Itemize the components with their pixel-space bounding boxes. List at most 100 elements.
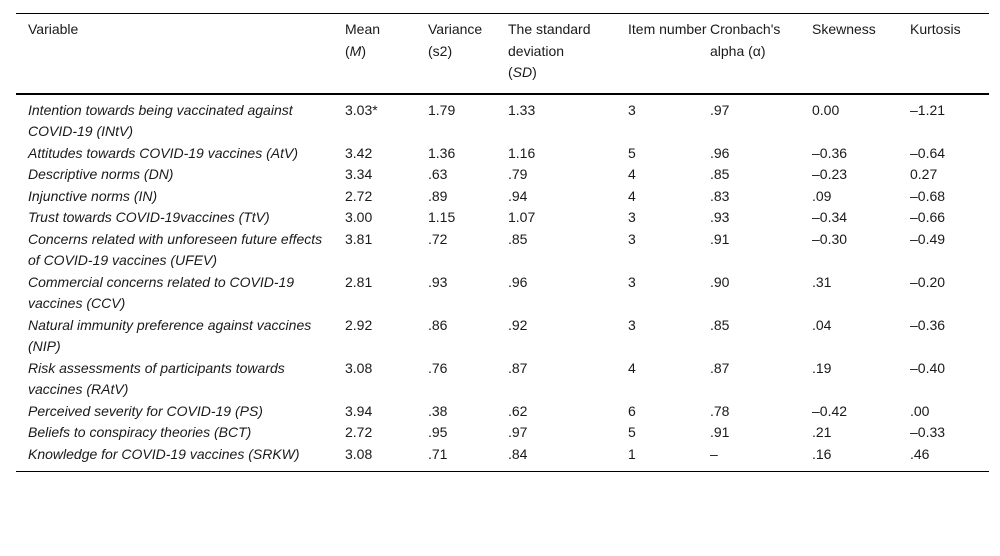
item-number-cell: 3 [628,316,636,333]
item-number-cell: 1 [628,443,710,472]
column-header-variable-label: Variable [28,21,79,37]
standard-deviation-cell: .84 [508,443,628,472]
skewness-cell: –0.36 [812,144,848,161]
cronbach-alpha-cell: .91 [710,230,730,247]
skewness-cell: –0.23 [812,166,848,182]
mean-cell: 3.08 [345,359,373,376]
variance-cell: .71 [428,443,508,472]
kurtosis-cell: –0.64 [910,144,946,161]
kurtosis-cell: –0.66 [910,209,946,225]
mean-cell: 2.72 [345,424,373,440]
mean-cell: 3.03* [345,101,378,118]
mean-cell: 3.42 [345,144,373,161]
mean-cell: 3.81 [345,230,373,247]
variance-cell: .86 [428,316,448,333]
skewness-cell: –0.42 [812,402,848,419]
kurtosis-cell: –1.21 [910,101,946,118]
cronbach-alpha-cell: .85 [710,166,730,182]
variable-cell: Beliefs to conspiracy theories (BCT) [28,424,252,440]
column-header-kurtosis: Kurtosis [910,13,989,95]
column-header-mean: Mean (M) [345,13,428,95]
variable-cell: Attitudes towards COVID-19 vaccines (AtV… [28,144,298,161]
kurtosis-cell: .46 [910,443,989,472]
standard-deviation-cell: .85 [508,230,528,247]
variance-cell: 1.15 [428,209,456,225]
table-header: Variable Mean (M) Variance (s2) The stan… [16,13,989,95]
column-header-kurtosis-label: Kurtosis [910,21,961,37]
item-number-cell: 6 [628,402,636,419]
skewness-cell: .09 [812,187,832,204]
variance-cell: .76 [428,359,448,376]
standard-deviation-cell: .94 [508,187,528,204]
variable-cell: Knowledge for COVID-19 vaccines (SRKW) [16,443,345,472]
variance-cell: .38 [428,402,448,419]
standard-deviation-cell: .97 [508,424,528,440]
item-number-cell: 5 [628,144,636,161]
skewness-cell: .31 [812,273,832,290]
standard-deviation-cell: 1.16 [508,144,536,161]
table-row: Commercial concerns related to COVID-19 … [16,272,989,315]
column-header-standard-deviation-symbol: (SD) [508,64,537,80]
table-row: Concerns related with unforeseen future … [16,229,989,272]
kurtosis-cell: –0.20 [910,273,946,290]
skewness-cell: .19 [812,359,832,376]
kurtosis-cell: –0.33 [910,424,946,440]
mean-cell: 3.34 [345,166,373,182]
item-number-cell: 3 [628,230,636,247]
item-number-cell: 4 [628,359,636,376]
variable-cell: Natural immunity preference against vacc… [28,316,312,355]
cronbach-alpha-cell: .91 [710,424,730,440]
mean-cell: 2.92 [345,316,373,333]
table-row: Perceived severity for COVID-19 (PS) 3.9… [16,401,989,423]
mean-cell: 3.94 [345,402,373,419]
cronbach-alpha-cell: .85 [710,316,730,333]
column-header-variable: Variable [16,13,345,95]
table-row: Trust towards COVID-19vaccines (TtV) 3.0… [16,207,989,229]
variance-cell: .72 [428,230,448,247]
variance-cell: .95 [428,424,448,440]
skewness-cell: .04 [812,316,832,333]
standard-deviation-cell: .62 [508,402,528,419]
descriptive-statistics-table-container: Variable Mean (M) Variance (s2) The stan… [16,13,989,472]
table-body: Intention towards being vaccinated again… [16,94,989,472]
column-header-skewness-label: Skewness [812,21,876,37]
column-header-mean-label: Mean [345,21,381,37]
item-number-cell: 3 [628,273,636,290]
skewness-cell: –0.30 [812,230,848,247]
column-header-variance-label: Variance [428,21,483,37]
cronbach-alpha-cell: .97 [710,101,730,118]
cronbach-alpha-cell: .96 [710,144,730,161]
column-header-item-number-label: Item number [628,21,707,37]
variable-cell: Concerns related with unforeseen future … [28,230,323,269]
standard-deviation-cell: 1.07 [508,209,536,225]
column-header-item-number: Item number [628,13,710,95]
standard-deviation-cell: .96 [508,273,528,290]
standard-deviation-cell: .92 [508,316,528,333]
cronbach-alpha-cell: .87 [710,359,730,376]
skewness-cell: –0.34 [812,209,848,225]
column-header-standard-deviation-label: The standard deviation [508,21,591,59]
column-header-standard-deviation: The standard deviation (SD) [508,13,628,95]
skewness-cell: 0.00 [812,101,840,118]
variance-cell: .93 [428,273,448,290]
mean-cell: 3.08 [345,443,428,472]
column-header-cronbach-alpha: Cronbach's alpha (α) [710,13,812,95]
variable-cell: Trust towards COVID-19vaccines (TtV) [28,209,270,225]
table-row: Descriptive norms (DN) 3.34 .63 .79 4 .8… [16,164,989,186]
kurtosis-cell: –0.40 [910,359,946,376]
kurtosis-cell: .00 [910,402,930,419]
variable-cell: Descriptive norms (DN) [28,166,174,182]
column-header-mean-symbol: (M) [345,42,367,59]
kurtosis-cell: –0.68 [910,187,946,204]
descriptive-statistics-table: Variable Mean (M) Variance (s2) The stan… [16,13,989,472]
column-header-cronbach-alpha-label: Cronbach's alpha (α) [710,21,781,59]
cronbach-alpha-cell: .83 [710,187,730,204]
standard-deviation-cell: .79 [508,166,528,182]
variable-cell: Intention towards being vaccinated again… [28,101,293,140]
variable-cell: Injunctive norms (IN) [28,187,158,204]
column-header-variance: Variance (s2) [428,13,508,95]
table-row: Natural immunity preference against vacc… [16,315,989,358]
table-row: Attitudes towards COVID-19 vaccines (AtV… [16,143,989,165]
header-row: Variable Mean (M) Variance (s2) The stan… [16,13,989,95]
standard-deviation-cell: 1.33 [508,101,536,118]
